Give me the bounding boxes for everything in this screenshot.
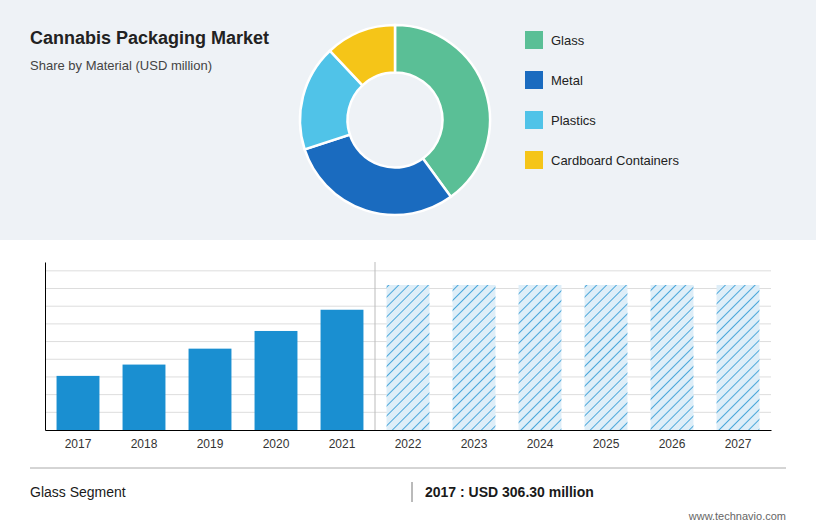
title: Cannabis Packaging Market <box>30 28 269 48</box>
legend-label: Metal <box>551 73 583 88</box>
x-tick-label: 2027 <box>725 437 752 451</box>
x-tick-label: 2026 <box>659 437 686 451</box>
x-tick: 2020 <box>263 430 290 451</box>
legend-swatch <box>525 31 543 49</box>
top-panel <box>0 0 816 240</box>
x-tick-label: 2025 <box>593 437 620 451</box>
legend-item: Metal <box>525 71 583 89</box>
bars <box>57 285 760 430</box>
y-axis-line <box>45 263 46 431</box>
legend-swatch <box>525 151 543 169</box>
x-tick: 2019 <box>197 430 224 451</box>
legend-label: Cardboard Containers <box>551 153 679 168</box>
bar <box>57 376 100 430</box>
x-tick: 2018 <box>131 430 158 451</box>
annotation: www.technavio.com <box>688 510 786 522</box>
x-tick: 2022 <box>395 430 422 451</box>
footer-divider <box>412 482 413 502</box>
bar <box>387 285 430 430</box>
legend-swatch <box>525 111 543 129</box>
legend: Glass Metal Plastics Cardboard Containers <box>525 31 679 169</box>
x-axis-line <box>46 430 772 431</box>
x-tick: 2027 <box>725 430 752 451</box>
x-tick: 2026 <box>659 430 686 451</box>
legend-item: Plastics <box>525 111 596 129</box>
legend-swatch <box>525 71 543 89</box>
donut-slice <box>305 135 451 215</box>
x-tick-label: 2019 <box>197 437 224 451</box>
legend-label: Glass <box>551 33 585 48</box>
period-separator <box>375 262 376 430</box>
subtitle: Share by Material (USD million) <box>30 58 212 73</box>
x-tick: 2024 <box>527 430 554 451</box>
x-tick-label: 2018 <box>131 437 158 451</box>
x-tick-label: 2022 <box>395 437 422 451</box>
legend-item: Glass <box>525 31 585 49</box>
bar <box>453 285 496 430</box>
figure: Cannabis Packaging Market Share by Materi… <box>0 0 816 528</box>
bar <box>255 331 298 430</box>
x-tick: 2021 <box>329 430 356 451</box>
bar <box>123 365 166 430</box>
legend-label: Plastics <box>551 113 596 128</box>
x-axis: 2017 2018 2019 2020 2021 2022 2023 2024 2025 2026… <box>46 430 772 451</box>
bar <box>321 310 364 430</box>
x-tick: 2023 <box>461 430 488 451</box>
x-tick: 2025 <box>593 430 620 451</box>
x-tick: 2017 <box>65 430 92 451</box>
x-tick-label: 2024 <box>527 437 554 451</box>
grid-line <box>45 270 771 271</box>
y-axis <box>45 263 46 431</box>
annotation: Glass Segment <box>30 484 126 500</box>
bar <box>717 285 760 430</box>
x-tick-label: 2021 <box>329 437 356 451</box>
donut <box>300 25 490 215</box>
legend-item: Cardboard Containers <box>525 151 679 169</box>
annotation: 2017 : USD 306.30 million <box>425 484 594 500</box>
donut-slice <box>330 25 395 85</box>
footer-rule <box>30 468 786 469</box>
x-tick-label: 2023 <box>461 437 488 451</box>
bar <box>651 285 694 430</box>
x-tick-label: 2017 <box>65 437 92 451</box>
bar <box>189 349 232 430</box>
bar <box>519 285 562 430</box>
x-tick-label: 2020 <box>263 437 290 451</box>
bar <box>585 285 628 430</box>
